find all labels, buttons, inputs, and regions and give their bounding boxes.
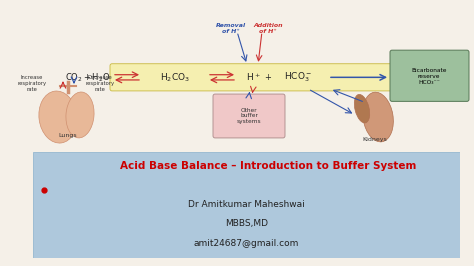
FancyBboxPatch shape — [33, 152, 460, 258]
Ellipse shape — [39, 91, 77, 143]
Text: Dr Amitkumar Maheshwai: Dr Amitkumar Maheshwai — [188, 200, 305, 209]
Ellipse shape — [363, 92, 393, 142]
FancyBboxPatch shape — [213, 94, 285, 138]
Text: Increase
respiratory
rate: Increase respiratory rate — [18, 75, 46, 92]
Text: $\rm H^+$: $\rm H^+$ — [246, 72, 260, 83]
Text: amit24687@gmail.com: amit24687@gmail.com — [194, 239, 299, 248]
Text: Decrease
respiratory
rate: Decrease respiratory rate — [85, 75, 115, 92]
Text: Kidneys: Kidneys — [363, 137, 387, 142]
FancyBboxPatch shape — [110, 64, 392, 91]
Text: Acid Base Balance – Introduction to Buffer System: Acid Base Balance – Introduction to Buff… — [119, 161, 416, 171]
FancyBboxPatch shape — [390, 50, 469, 101]
Text: MBBS,MD: MBBS,MD — [225, 219, 268, 228]
Text: $\rm CO_2 + H_2O$: $\rm CO_2 + H_2O$ — [65, 71, 110, 84]
Text: Lungs: Lungs — [59, 133, 77, 138]
Text: $\rm HCO_3^-$: $\rm HCO_3^-$ — [284, 70, 312, 84]
Text: Other
buffer
systems: Other buffer systems — [237, 108, 261, 124]
Text: Addition
of H⁺: Addition of H⁺ — [253, 23, 283, 34]
Ellipse shape — [66, 92, 94, 138]
Text: Bicarbonate
reserve
HCO₃⁻⁻: Bicarbonate reserve HCO₃⁻⁻ — [411, 68, 447, 85]
Text: $\rm H_2CO_3$: $\rm H_2CO_3$ — [160, 71, 190, 84]
Ellipse shape — [355, 94, 370, 123]
Text: Removal
of H⁺: Removal of H⁺ — [216, 23, 246, 34]
Text: +: + — [264, 73, 272, 82]
